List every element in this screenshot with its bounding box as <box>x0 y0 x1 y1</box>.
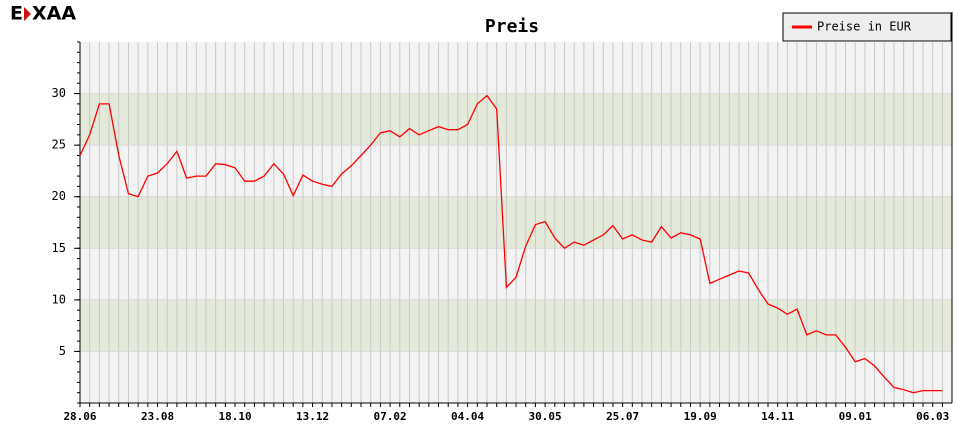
x-tick-label: 14.11 <box>761 410 794 423</box>
x-tick-label: 18.10 <box>218 410 251 423</box>
y-tick-label: 30 <box>52 86 66 100</box>
logo-text: XAA <box>32 3 76 25</box>
y-tick-label: 20 <box>52 189 66 203</box>
x-tick-label: 13.12 <box>296 410 329 423</box>
x-tick-label: 06.03 <box>916 410 949 423</box>
logo-e: E <box>10 3 23 25</box>
line-series <box>79 94 943 394</box>
x-tick-label: 04.04 <box>451 410 484 423</box>
chart-title: Preis <box>485 16 539 37</box>
logo-mark <box>24 7 31 21</box>
x-tick-label: 19.09 <box>684 410 717 423</box>
y-tick-label: 10 <box>52 292 66 306</box>
legend-label: Preise in EUR <box>817 20 912 34</box>
y-tick-label: 15 <box>52 241 66 255</box>
x-tick-label: 28.06 <box>63 410 96 423</box>
x-tick-label: 09.01 <box>839 410 872 423</box>
x-tick-label: 23.08 <box>141 410 174 423</box>
x-tick-label: 30.05 <box>529 410 562 423</box>
x-tick-label: 25.07 <box>606 410 639 423</box>
y-tick-label: 5 <box>59 344 66 358</box>
y-tick-label: 25 <box>52 138 66 152</box>
x-tick-label: 07.02 <box>374 410 407 423</box>
